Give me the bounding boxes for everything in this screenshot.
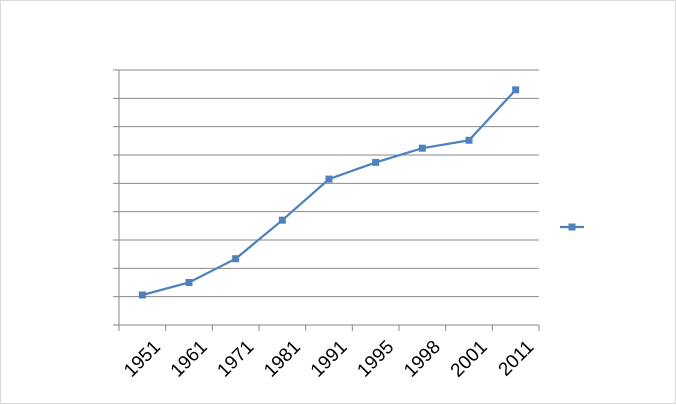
data-point [372,158,380,166]
series-line [142,89,517,297]
x-tick-label: 1998 [400,337,445,382]
x-axis-ticks [118,325,540,331]
legend [560,223,584,231]
x-tick-label: 1971 [214,337,259,382]
x-tick-label: 2011 [495,337,539,381]
axes [113,69,539,326]
data-point [278,216,286,224]
x-tick-label: 1991 [307,337,352,382]
series-markers [138,86,520,299]
data-point [465,136,473,144]
data-point [138,291,146,299]
data-point [512,86,520,94]
gridlines [119,69,539,298]
data-point [232,255,240,263]
data-point [418,144,426,152]
x-tick-label: 1951 [120,337,165,382]
data-point [185,279,193,286]
x-tick-label: 1981 [260,337,305,382]
data-point [325,175,333,183]
x-tick-label: 2001 [447,337,492,382]
x-tick-label: 1961 [167,337,212,382]
x-axis-labels: 1951 1961 1971 1981 1991 1995 1998 2001 2011 [120,337,538,382]
legend-marker [568,223,576,231]
x-tick-label: 1995 [354,337,399,382]
